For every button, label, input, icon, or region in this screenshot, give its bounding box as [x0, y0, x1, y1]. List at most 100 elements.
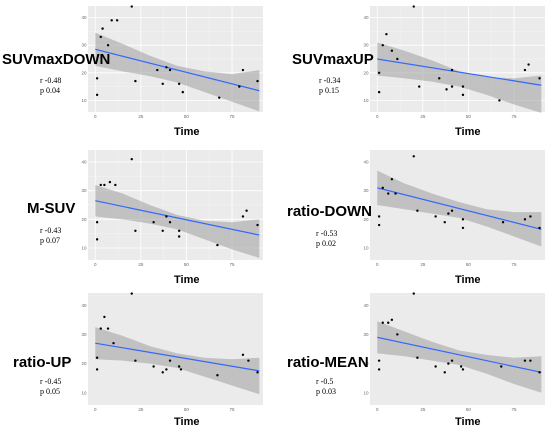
- regression-line: [377, 58, 542, 86]
- data-point: [434, 215, 437, 218]
- data-point: [95, 356, 99, 359]
- confidence-band: [377, 321, 542, 393]
- y-tick-label: 10: [81, 98, 87, 103]
- data-point: [377, 90, 381, 94]
- data-point: [177, 365, 181, 368]
- data-point: [99, 35, 102, 39]
- x-tick-label: 25: [138, 114, 144, 119]
- r-value: r -0.45: [40, 377, 62, 386]
- data-point: [161, 371, 164, 374]
- plot-area: 0 25 50 75 10 20 30 40: [363, 5, 545, 119]
- data-point: [134, 79, 137, 83]
- y-tick-label: 20: [363, 70, 369, 75]
- r-value: r -0.34: [319, 76, 341, 85]
- data-point: [256, 371, 259, 374]
- data-point: [461, 368, 465, 371]
- y-tick-label: 30: [81, 43, 87, 48]
- data-point: [241, 68, 245, 72]
- data-point: [385, 32, 388, 36]
- confidence-band: [95, 184, 260, 258]
- data-point: [95, 220, 99, 224]
- y-tick-label: 20: [81, 361, 87, 366]
- data-point: [168, 220, 172, 224]
- data-point: [381, 186, 384, 190]
- data-point: [523, 68, 527, 72]
- data-point: [256, 223, 259, 227]
- data-point: [130, 292, 133, 295]
- data-point: [165, 66, 168, 69]
- metric-title: M-SUV: [27, 200, 76, 217]
- data-point: [99, 327, 102, 330]
- r-value: r -0.48: [40, 76, 62, 85]
- data-point: [523, 218, 527, 221]
- x-tick-label: 0: [376, 114, 379, 119]
- data-point: [500, 365, 503, 368]
- data-point: [108, 180, 112, 184]
- data-point: [381, 321, 384, 324]
- data-point: [177, 82, 181, 86]
- data-point: [181, 90, 184, 94]
- r-value: r -0.5: [316, 377, 334, 386]
- scatter-plot: 0 25 50 75 10 20 30 40: [81, 150, 263, 267]
- data-point: [412, 292, 415, 295]
- data-point: [256, 79, 259, 83]
- data-point: [238, 85, 241, 88]
- data-point: [445, 88, 448, 91]
- data-point: [527, 63, 530, 66]
- x-axis-label: Time: [174, 126, 200, 138]
- data-point: [434, 365, 437, 368]
- data-point: [168, 68, 172, 72]
- y-tick-label: 30: [81, 188, 87, 193]
- y-tick-label: 20: [81, 70, 87, 75]
- data-point: [416, 209, 419, 212]
- x-tick-label: 0: [376, 262, 379, 267]
- y-tick-label: 30: [363, 188, 369, 193]
- y-tick-label: 30: [363, 43, 369, 48]
- x-tick-label: 75: [230, 262, 236, 267]
- data-point: [418, 85, 421, 88]
- x-tick-label: 50: [466, 114, 472, 119]
- data-point: [377, 71, 381, 75]
- data-point: [130, 157, 133, 161]
- data-point: [377, 223, 381, 227]
- data-point: [529, 359, 532, 362]
- data-point: [156, 68, 159, 72]
- data-point: [381, 43, 384, 47]
- x-tick-label: 25: [420, 407, 426, 412]
- data-point: [450, 68, 454, 72]
- data-point: [412, 155, 415, 158]
- confidence-band: [95, 32, 260, 112]
- data-point: [387, 192, 390, 195]
- x-tick-label: 25: [138, 262, 144, 267]
- scatter-plot: 0 25 50 75 10 20 30 40: [363, 150, 545, 267]
- data-point: [134, 229, 137, 232]
- data-point: [529, 215, 532, 218]
- p-value: p 0.05: [40, 387, 60, 396]
- data-point: [377, 359, 381, 362]
- data-point: [216, 243, 219, 247]
- plot-area: 0 25 50 75 10 20 30 40: [81, 5, 263, 119]
- y-tick-label: 40: [81, 303, 87, 308]
- y-tick-label: 10: [363, 390, 369, 395]
- x-tick-label: 75: [512, 407, 518, 412]
- data-point: [101, 27, 104, 30]
- regression-line: [95, 48, 260, 92]
- data-point: [387, 321, 390, 324]
- data-point: [412, 5, 415, 8]
- p-value: p 0.02: [316, 239, 336, 248]
- data-point: [396, 57, 399, 61]
- p-value: p 0.03: [316, 387, 336, 396]
- y-tick-label: 20: [363, 217, 369, 222]
- y-tick-label: 20: [81, 217, 87, 222]
- data-point: [161, 82, 164, 86]
- x-tick-label: 0: [94, 262, 97, 267]
- x-axis-label: Time: [174, 416, 200, 428]
- data-point: [461, 226, 465, 230]
- p-value: p 0.07: [40, 236, 60, 245]
- data-point: [177, 229, 181, 232]
- metric-title: ratio-MEAN: [287, 354, 369, 371]
- y-tick-label: 40: [363, 15, 369, 20]
- data-point: [390, 49, 394, 52]
- x-tick-label: 75: [230, 114, 236, 119]
- data-point: [245, 209, 248, 212]
